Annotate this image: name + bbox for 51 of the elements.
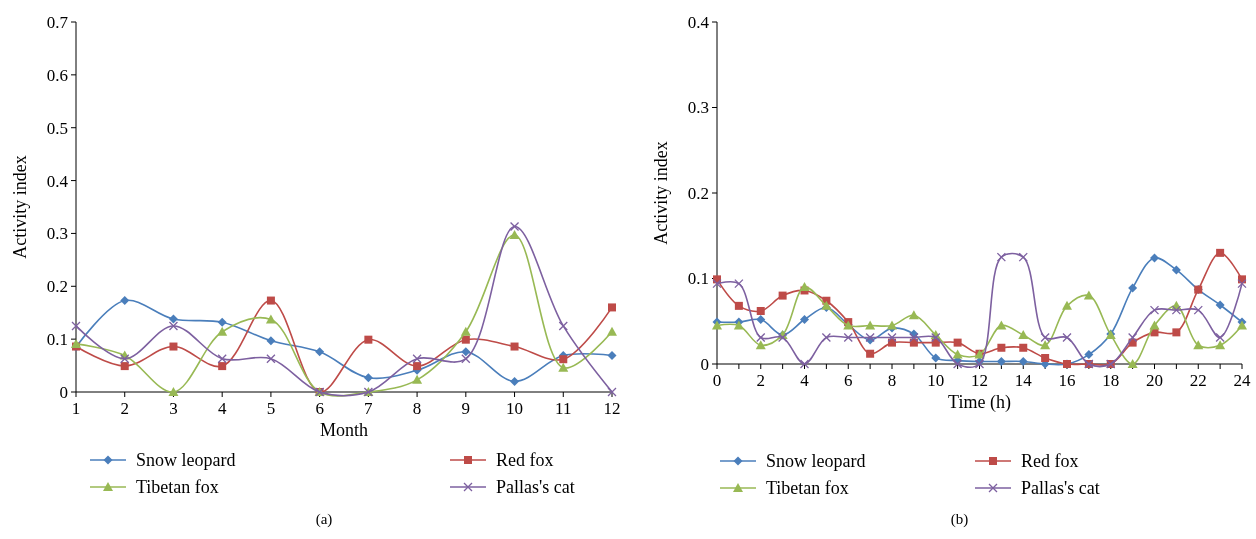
x-tick-label: 10: [506, 399, 524, 418]
legend-label: Snow leopard: [136, 450, 236, 471]
y-tick-label: 0.1: [46, 330, 68, 350]
x-tick-label: 3: [169, 399, 178, 418]
x-tick-label: 24: [1233, 371, 1251, 390]
y-tick-label: 0.3: [46, 224, 68, 244]
x-tick-label: 12: [603, 399, 621, 418]
legend-label: Red fox: [496, 450, 554, 471]
x-tick-label: 22: [1189, 371, 1207, 390]
y-axis-title: Activity index: [10, 155, 30, 259]
legend-label: Tibetan fox: [766, 478, 849, 499]
x-tick-label: 10: [927, 371, 945, 390]
text: (b): [950, 511, 969, 528]
y-tick-label: 0.1: [687, 269, 709, 289]
x-tick-label: 8: [412, 399, 422, 418]
y-tick-label: 0.6: [46, 65, 68, 85]
x-axis-title: Month: [319, 420, 369, 440]
x-tick-label: 8: [887, 371, 897, 390]
x-tick-label: 4: [217, 399, 227, 418]
y-tick-label: 0.5: [46, 118, 68, 138]
y-tick-label: 0.3: [687, 98, 709, 118]
x-axis-title: Time (h): [948, 392, 1011, 413]
x-tick-label: 1: [71, 399, 81, 418]
x-tick-label: 7: [364, 399, 374, 418]
text: (a): [315, 511, 333, 528]
legend-label: Snow leopard: [766, 451, 866, 472]
legend-label: Pallas's cat: [1021, 478, 1100, 499]
x-tick-label: 2: [756, 371, 765, 390]
x-tick-label: 18: [1102, 371, 1120, 390]
legend-label: Tibetan fox: [136, 477, 219, 498]
y-tick-label: 0.2: [687, 183, 709, 203]
x-tick-label: 12: [971, 371, 988, 390]
y-tick-label: 0.2: [46, 277, 68, 297]
x-tick-label: 20: [1146, 371, 1163, 390]
y-tick-label: 0: [700, 354, 709, 374]
x-tick-label: 5: [266, 399, 276, 418]
x-tick-label: 9: [461, 399, 471, 418]
y-tick-label: 0.4: [687, 12, 710, 32]
x-tick-label: 6: [315, 399, 324, 418]
x-tick-label: 2: [120, 399, 129, 418]
y-tick-label: 0.7: [46, 12, 69, 32]
x-tick-label: 6: [844, 371, 853, 390]
x-tick-label: 4: [800, 371, 810, 390]
legend-label: Red fox: [1021, 451, 1079, 472]
legend-label: Pallas's cat: [496, 477, 575, 498]
y-axis-title: Activity index: [651, 141, 671, 245]
x-tick-label: 11: [555, 399, 572, 418]
x-tick-label: 0: [712, 371, 722, 390]
x-tick-label: 16: [1058, 371, 1076, 390]
x-tick-label: 14: [1014, 371, 1033, 390]
y-tick-label: 0.4: [46, 171, 69, 191]
